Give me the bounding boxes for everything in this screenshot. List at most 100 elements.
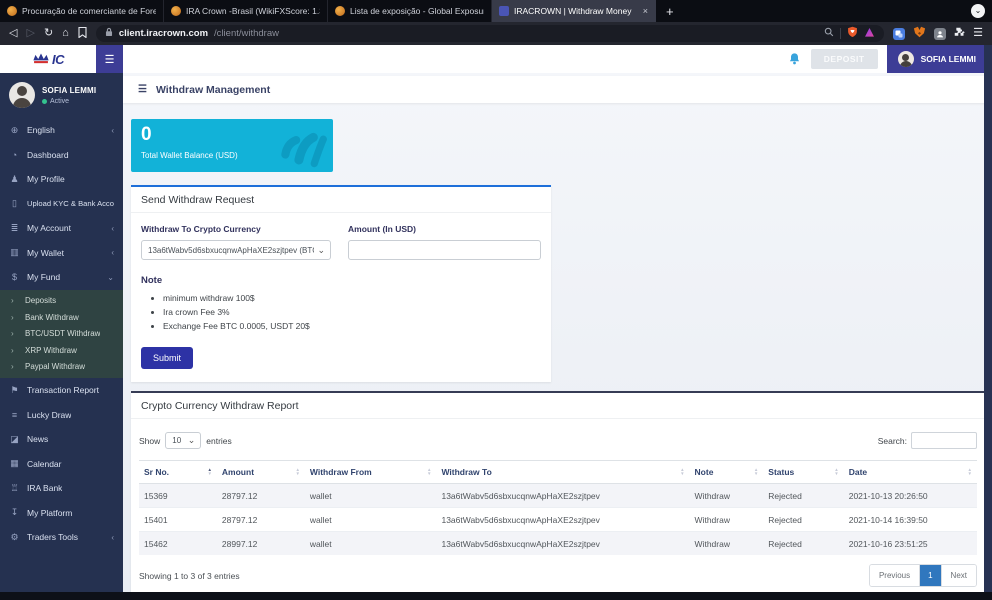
column-header-amount[interactable]: Amount ▲ ▼ bbox=[216, 460, 305, 484]
sidebar-toggle-button[interactable]: ☰ bbox=[96, 45, 123, 73]
home-icon[interactable]: ⌂ bbox=[62, 27, 69, 39]
metamask-extension-icon[interactable] bbox=[913, 25, 926, 43]
sidebar-item-label: Deposits bbox=[25, 296, 57, 306]
brand-logo-text: IC bbox=[52, 51, 65, 67]
cell-amount: 28797.12 bbox=[216, 507, 305, 532]
download-icon: ↧ bbox=[10, 507, 19, 518]
form-card-title: Send Withdraw Request bbox=[131, 187, 551, 213]
url-domain: client.iracrown.com bbox=[118, 28, 209, 39]
translate-extension-icon[interactable] bbox=[893, 27, 906, 40]
column-header-withdraw-from[interactable]: Withdraw From ▲ ▼ bbox=[304, 460, 437, 484]
sidebar-item-my-account[interactable]: ≣ My Account ‹ bbox=[0, 216, 123, 241]
browser-tab-1[interactable]: Procuração de comerciante de Fore bbox=[0, 0, 164, 22]
submit-button[interactable]: Submit bbox=[141, 347, 194, 369]
extension-icons: ☰ bbox=[893, 25, 983, 43]
pagination-next[interactable]: Next bbox=[941, 565, 976, 586]
withdraw-report-table: Sr No. ▲ ▼ Amount ▲ ▼ Withdraw From ▲ ▼ Withdr… bbox=[139, 460, 977, 555]
note-item: Ira crown Fee 3% bbox=[163, 307, 541, 317]
sidebar-item-label: BTC/USDT Withdraw bbox=[25, 329, 101, 339]
profile-extension-icon[interactable] bbox=[934, 27, 947, 40]
chevron-left-icon: ‹ bbox=[111, 223, 114, 233]
table-row: 15462 28997.12 wallet 13a6tWabv5d6sbxucq… bbox=[139, 531, 977, 555]
sidebar-item-btc-usdt-withdraw[interactable]: › BTC/USDT Withdraw bbox=[0, 326, 123, 343]
search-input[interactable] bbox=[911, 432, 977, 449]
sidebar-item-calendar[interactable]: ▦ Calendar bbox=[0, 452, 123, 477]
sort-icon: ▲ ▼ bbox=[680, 467, 685, 476]
send-withdraw-card: Send Withdraw Request Withdraw To Crypto… bbox=[131, 185, 551, 382]
extensions-puzzle-icon[interactable] bbox=[954, 25, 965, 43]
withdraw-report-card: Crypto Currency Withdraw Report Show 10 … bbox=[131, 391, 985, 592]
cell-sr-no: 15462 bbox=[139, 531, 217, 555]
search-icon[interactable] bbox=[824, 27, 834, 40]
pagination-previous[interactable]: Previous bbox=[869, 565, 921, 586]
browser-tab-3[interactable]: Lista de exposição - Global Exposur bbox=[328, 0, 492, 22]
column-header-date[interactable]: Date ▲ ▼ bbox=[843, 460, 977, 484]
sidebar-item-ira-bank[interactable]: ♖ IRA Bank bbox=[0, 476, 123, 501]
browser-menu-icon[interactable]: ☰ bbox=[973, 27, 983, 39]
crown-icon bbox=[33, 53, 49, 64]
pagination-page-1[interactable]: 1 bbox=[920, 565, 942, 586]
user-menu[interactable]: SOFIA LEMMI bbox=[886, 45, 992, 73]
sidebar-item-my-wallet[interactable]: ▥ My Wallet ‹ bbox=[0, 241, 123, 266]
bookmark-icon[interactable] bbox=[78, 26, 87, 41]
sidebar-item-transaction-report[interactable]: ⚑ Transaction Report bbox=[0, 378, 123, 403]
sidebar-item-dashboard[interactable]: ◔ Dashboard bbox=[0, 143, 123, 168]
sidebar-item-my-fund[interactable]: $ My Fund ⌄ bbox=[0, 265, 123, 290]
close-tab-icon[interactable]: × bbox=[642, 6, 648, 16]
sidebar-item-label: Traders Tools bbox=[27, 532, 79, 543]
cell-withdraw-from: wallet bbox=[304, 483, 437, 508]
brave-shield-icon[interactable] bbox=[847, 26, 858, 41]
show-label: Show bbox=[139, 435, 161, 446]
page-scrollbar[interactable] bbox=[984, 45, 992, 592]
sidebar-item-bank-withdraw[interactable]: › Bank Withdraw bbox=[0, 309, 123, 326]
forward-icon[interactable]: ▷ bbox=[26, 27, 35, 39]
sidebar-item-label: My Profile bbox=[27, 174, 65, 185]
browser-tab-active[interactable]: IRACROWN | Withdraw Money × bbox=[492, 0, 656, 22]
sidebar-item-lucky-draw[interactable]: ≡ Lucky Draw bbox=[0, 403, 123, 428]
rewards-triangle-icon[interactable] bbox=[864, 27, 875, 41]
file-icon: ▯ bbox=[12, 198, 17, 209]
sidebar-item-label: Upload KYC & Bank Account bbox=[27, 199, 114, 209]
sidebar-item-label: XRP Withdraw bbox=[25, 345, 77, 355]
arrow-right-icon: › bbox=[11, 345, 14, 355]
sidebar-user-name: SOFIA LEMMI bbox=[42, 85, 97, 95]
cell-status: Rejected bbox=[763, 531, 844, 555]
page-content: ☰ Withdraw Management 0 Total Wallet Bal… bbox=[123, 73, 992, 592]
column-header-sr-no[interactable]: Sr No. ▲ ▼ bbox=[139, 460, 217, 484]
sidebar-item-news[interactable]: ◪ News bbox=[0, 427, 123, 452]
sidebar-item-my-platform[interactable]: ↧ My Platform bbox=[0, 501, 123, 526]
column-header-note[interactable]: Note ▲ ▼ bbox=[689, 460, 764, 484]
window-caret-button[interactable]: ⌄ bbox=[971, 4, 985, 18]
sidebar-item-label: Bank Withdraw bbox=[25, 312, 79, 322]
sidebar-item-my-profile[interactable]: ♟ My Profile bbox=[0, 167, 123, 192]
cell-withdraw-to: 13a6tWabv5d6sbxucqnwApHaXE2szjtpev bbox=[436, 483, 690, 508]
sidebar-item-english[interactable]: ⊕ English ‹ bbox=[0, 118, 123, 143]
url-bar[interactable]: client.iracrown.com/client/withdraw bbox=[95, 25, 885, 42]
report-card-title: Crypto Currency Withdraw Report bbox=[131, 393, 985, 419]
browser-tab-2[interactable]: IRA Crown -Brasil (WikiFXScore: 1.3 bbox=[164, 0, 328, 22]
chevron-down-icon: ⌄ bbox=[187, 435, 196, 445]
page-size-select[interactable]: 10 ⌄ bbox=[165, 432, 202, 449]
sidebar-item-deposits[interactable]: › Deposits bbox=[0, 293, 123, 310]
app-header: IC ☰ DEPOSIT SOFIA LEMMI bbox=[0, 45, 992, 73]
sidebar-item-label: English bbox=[27, 125, 55, 136]
wallet-balance-value: 0 bbox=[141, 124, 152, 145]
sidebar-item-paypal-withdraw[interactable]: › Paypal Withdraw bbox=[0, 359, 123, 376]
back-icon[interactable]: ◁ bbox=[9, 27, 18, 39]
deposit-button[interactable]: DEPOSIT bbox=[810, 49, 878, 69]
crypto-address-select[interactable]: 13a6tWabv5d6sbxucqnwApHaXE2szjtpev (BTC … bbox=[141, 240, 331, 260]
list-icon: ≡ bbox=[11, 409, 18, 420]
brand-logo[interactable]: IC bbox=[0, 45, 96, 73]
cell-withdraw-from: wallet bbox=[304, 531, 437, 555]
new-tab-button[interactable]: + bbox=[666, 3, 674, 19]
notification-bell-icon[interactable] bbox=[788, 52, 801, 66]
column-header-status[interactable]: Status ▲ ▼ bbox=[763, 460, 844, 484]
amount-input[interactable] bbox=[348, 240, 541, 260]
sidebar-item-traders-tools[interactable]: ⚙ Traders Tools ‹ bbox=[0, 525, 123, 550]
reload-icon[interactable]: ↻ bbox=[43, 27, 54, 39]
column-header-withdraw-to[interactable]: Withdraw To ▲ ▼ bbox=[436, 460, 690, 484]
sidebar-item-xrp-withdraw[interactable]: › XRP Withdraw bbox=[0, 342, 123, 359]
sidebar-item-upload-kyc[interactable]: ▯ Upload KYC & Bank Account bbox=[0, 192, 123, 217]
cell-sr-no: 15369 bbox=[139, 483, 217, 508]
chevron-down-icon: ⌄ bbox=[107, 272, 114, 282]
